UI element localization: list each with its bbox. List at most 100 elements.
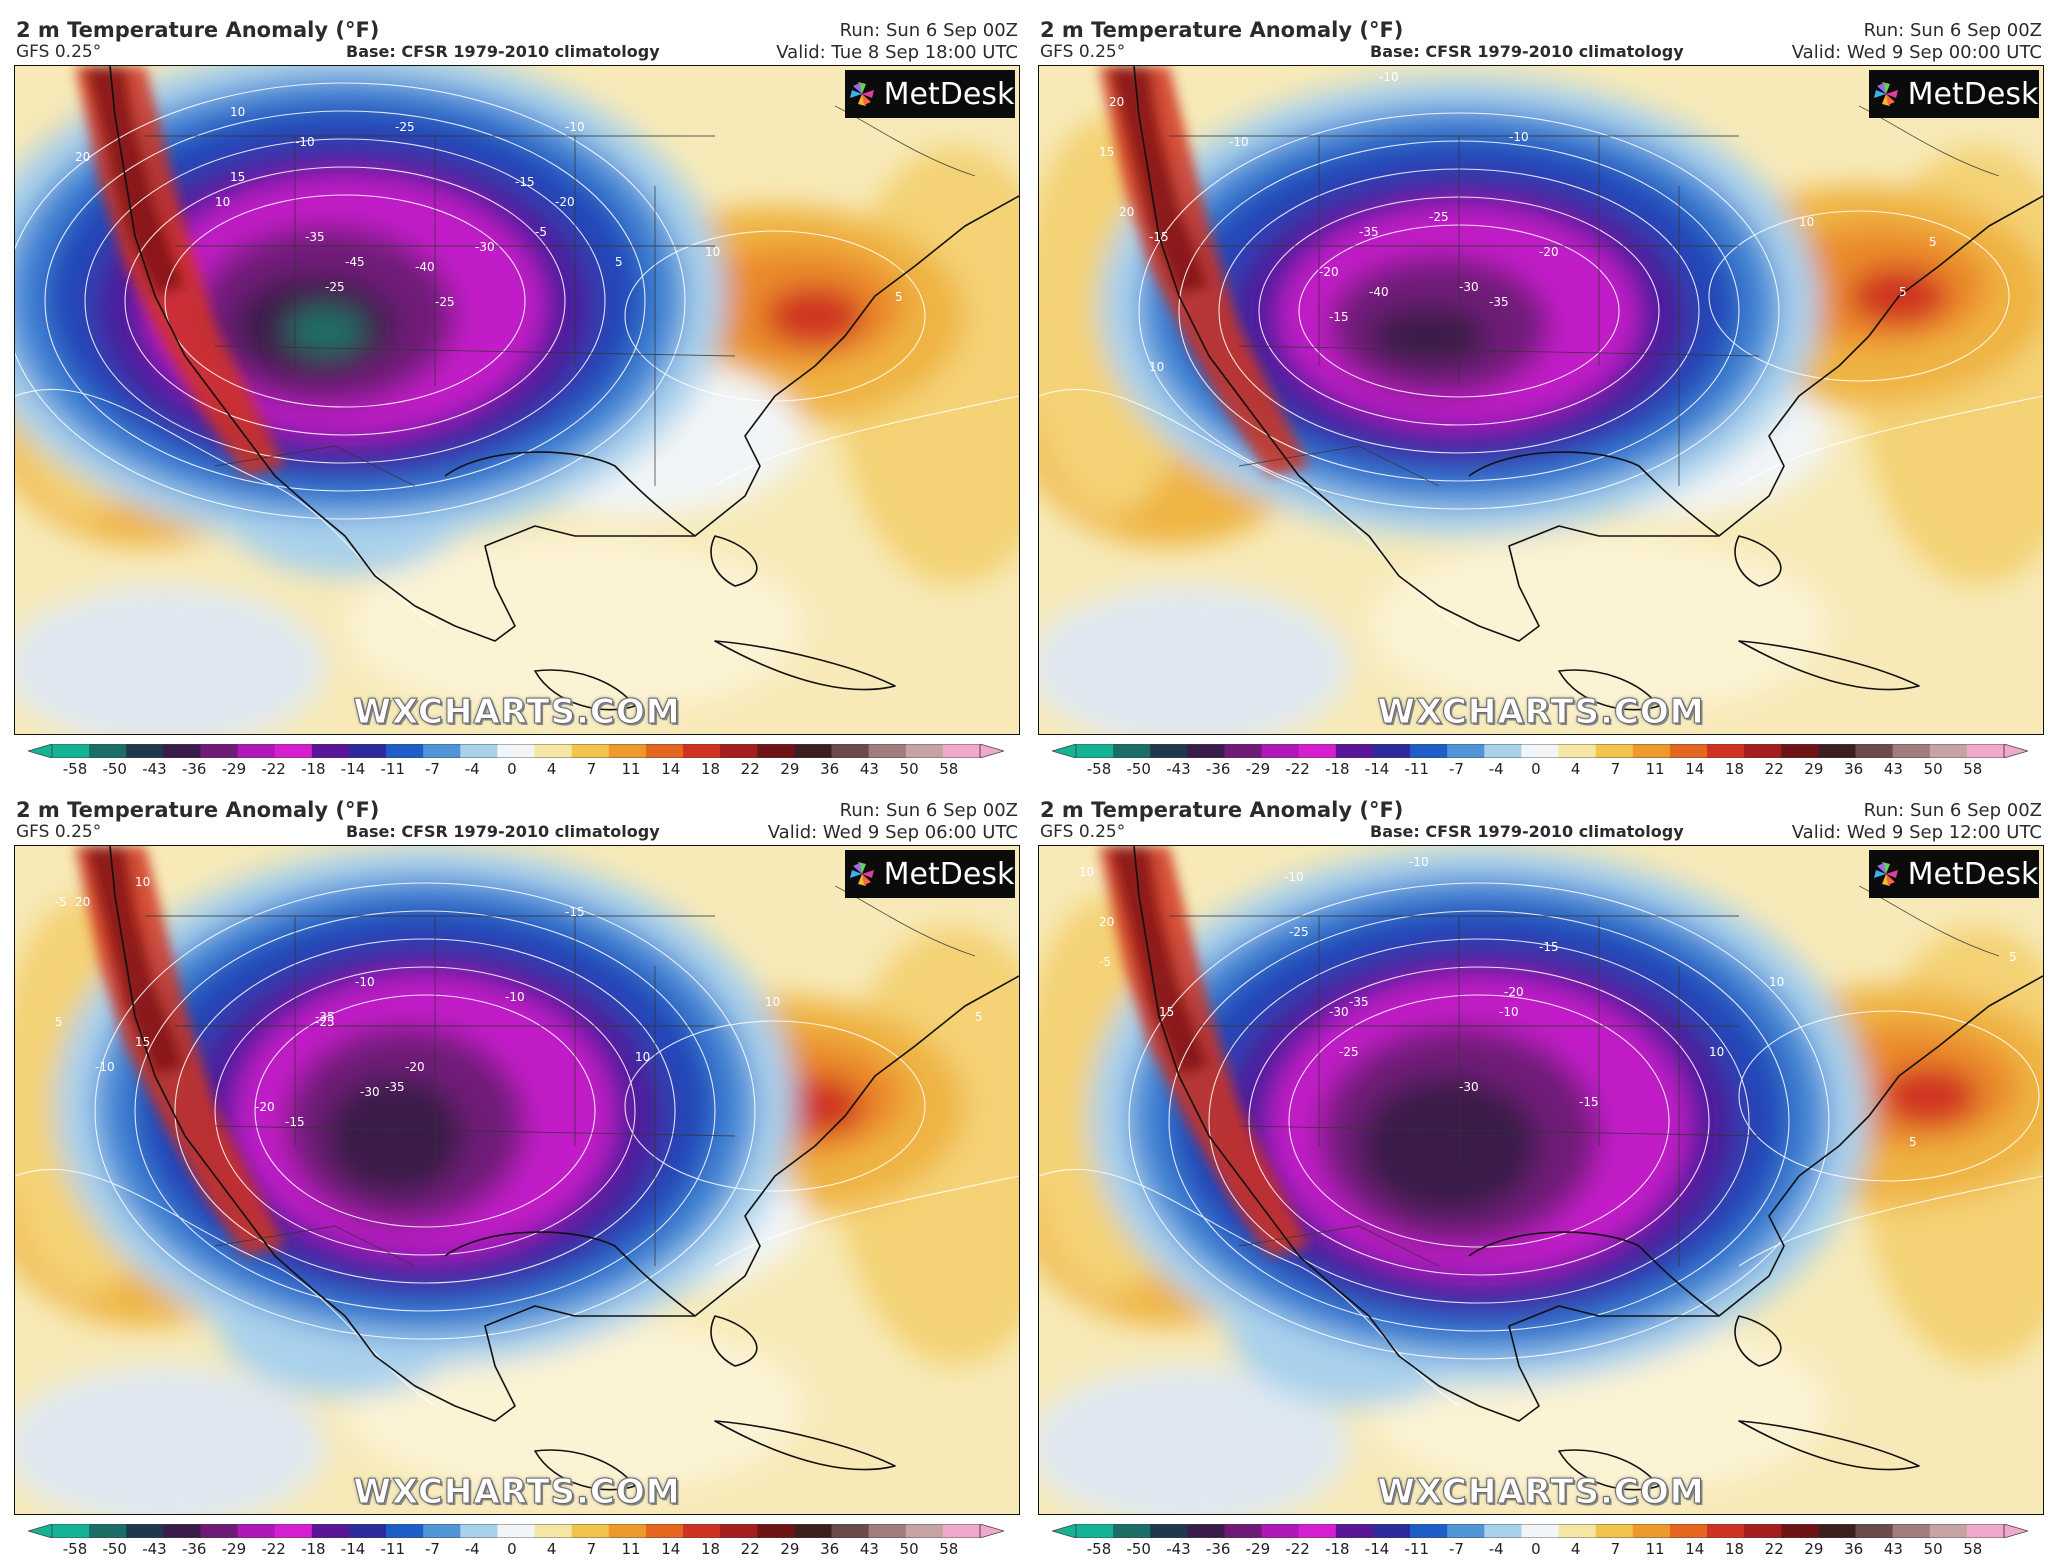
colorbar-segment: [423, 1524, 461, 1538]
contour-label: -35: [1359, 225, 1379, 239]
colorbar-segment: [1669, 1524, 1708, 1538]
colorbar-segment: [1632, 744, 1671, 758]
valid-time-label: Valid: Wed 9 Sep 00:00 UTC: [1791, 42, 2042, 63]
colorbar-segment: [1410, 1524, 1448, 1538]
colorbar-tick-label: -18: [301, 1540, 326, 1558]
contour-label: 20: [1119, 205, 1134, 219]
map-panel-2: 2 m Temperature Anomaly (°F) GFS 0.25° B…: [1024, 0, 2048, 780]
colorbar-segment: [831, 744, 870, 758]
colorbar-segment: [1113, 744, 1151, 758]
colorbar-tick-label: -50: [102, 1540, 127, 1558]
colorbar-tick-label: 58: [939, 1540, 959, 1558]
contour-label: -15: [515, 175, 535, 189]
colorbar-segment: [757, 744, 795, 758]
colorbar-segment: [1187, 744, 1225, 758]
contour-label: 5: [1929, 235, 1937, 249]
contour-label: -5: [1099, 955, 1111, 969]
colorbar-segment: [1669, 744, 1708, 758]
contour-label: 10: [1149, 360, 1164, 374]
colorbar-tick-label: 36: [820, 1540, 840, 1558]
colorbar-segment: [645, 744, 684, 758]
colorbar-tick-label: -18: [1325, 1540, 1350, 1558]
colorbar-low-arrow: [28, 744, 53, 758]
contour-label: 15: [1159, 1005, 1174, 1019]
model-label: GFS 0.25°: [1040, 42, 1126, 62]
colorbar-tick-label: -11: [380, 760, 406, 778]
colorbar-segment: [311, 744, 350, 758]
valid-time-label: Valid: Wed 9 Sep 12:00 UTC: [1791, 822, 2042, 843]
colorbar-segment: [1707, 744, 1745, 758]
colorbar-tick-label: -58: [1086, 1540, 1112, 1558]
metdesk-logo: MetDesk: [1869, 850, 2039, 898]
colorbar-tick-label: 50: [1923, 1540, 1943, 1558]
colorbar-tick-label: 18: [1724, 760, 1745, 778]
contour-label: 5: [1909, 1135, 1917, 1149]
base-climatology-label: Base: CFSR 1979-2010 climatology: [1370, 42, 1684, 61]
contour-label: -20: [1504, 985, 1524, 999]
colorbar-tick-label: 58: [1963, 1540, 1983, 1558]
colorbar-tick-label: -50: [1126, 760, 1151, 778]
colorbar-segment: [348, 744, 387, 758]
colorbar-ticks: -58 -50 -43 -36 -29 -22 -18 -14 -11 -7 -4 0 4 7 11 14 18…: [1084, 1540, 1988, 1560]
colorbar-segment: [1261, 744, 1300, 758]
contour-labels: -45 -40-35-30-25-25-25-20-15-10-10-555101…: [75, 105, 903, 309]
colorbar-tick-label: -4: [1488, 1540, 1504, 1558]
contour-label: -20: [1539, 245, 1559, 259]
colorbar-segment: [1744, 744, 1782, 758]
colorbar-tick-label: 4: [1570, 760, 1581, 778]
colorbar-tick-label: -58: [62, 760, 88, 778]
colorbar-tick-label: -11: [1404, 1540, 1430, 1558]
colorbar-segment: [460, 1524, 498, 1538]
contour-label: -35: [385, 1080, 405, 1094]
colorbar-segment: [794, 1524, 833, 1538]
colorbar-tick-label: 11: [621, 1540, 641, 1558]
contour-label: 10: [135, 875, 150, 889]
colorbar-segment: [1781, 1524, 1819, 1538]
colorbar-low-arrow: [28, 1524, 53, 1538]
colorbar-tick-label: -22: [1285, 1540, 1310, 1558]
colorbar-high-arrow: [979, 1524, 1004, 1538]
contour-label: -35: [315, 1010, 335, 1024]
contour-label: -25: [395, 120, 415, 134]
colorbar-segment: [1150, 744, 1188, 758]
colorbar-tick-label: 14: [1685, 1540, 1705, 1558]
logo-text: MetDesk: [1907, 76, 2039, 112]
metdesk-logo: MetDesk: [845, 850, 1015, 898]
colorbar-segment: [1335, 744, 1374, 758]
colorbar-tick-label: 50: [899, 1540, 919, 1558]
contour-label: -15: [1579, 1095, 1599, 1109]
colorbar-tick-label: 22: [1764, 760, 1784, 778]
colorbar: [1052, 744, 2028, 758]
colorbar-tick-label: -7: [424, 760, 440, 778]
colorbar-tick-label: -36: [1205, 1540, 1231, 1558]
contour-label: -25: [325, 280, 345, 294]
colorbar-segment: [126, 1524, 164, 1538]
colorbar-tick-label: -29: [1245, 760, 1271, 778]
colorbar-segment: [1298, 744, 1337, 758]
contour-label: -40: [415, 260, 435, 274]
valid-time-label: Valid: Tue 8 Sep 18:00 UTC: [776, 42, 1018, 63]
contour-label: -30: [1459, 1080, 1479, 1094]
colorbar-tick-label: -43: [142, 760, 167, 778]
run-label: Run: Sun 6 Sep 00Z: [1863, 800, 2042, 821]
contour-label: -25: [315, 1015, 335, 1029]
contour-label: 5: [55, 1015, 63, 1029]
colorbar-tick-label: 36: [1844, 1540, 1864, 1558]
colorbar-tick-label: 58: [1963, 760, 1983, 778]
panel-title: 2 m Temperature Anomaly (°F): [1040, 18, 1404, 42]
colorbar-segment: [1076, 1524, 1114, 1538]
contour-label: 10: [765, 995, 780, 1009]
contour-label: -20: [555, 195, 575, 209]
colorbar-tick-label: -36: [181, 760, 207, 778]
colorbar-tick-label: 43: [1883, 760, 1903, 778]
colorbar-tick-label: 29: [780, 760, 800, 778]
colorbar-tick-label: 0: [1531, 1540, 1541, 1558]
watermark: WXCHARTS.COM: [353, 692, 681, 733]
colorbar-segment: [608, 744, 647, 758]
anomaly-map: -45 -40 -35 -30 -25 -25 -25 -20 -15 -10 -10 -5 5 5 10 1…: [14, 65, 1020, 735]
anomaly-map: -35 -30 -30 -25 -25 -20 -15 -15 -10 -10 -10 -5 5 5 10 1…: [1038, 845, 2044, 1515]
colorbar-tick-label: 0: [507, 1540, 517, 1558]
contour-label: -5: [55, 895, 67, 909]
contour-label: -10: [295, 135, 315, 149]
colorbar-tick-label: 58: [939, 760, 959, 778]
